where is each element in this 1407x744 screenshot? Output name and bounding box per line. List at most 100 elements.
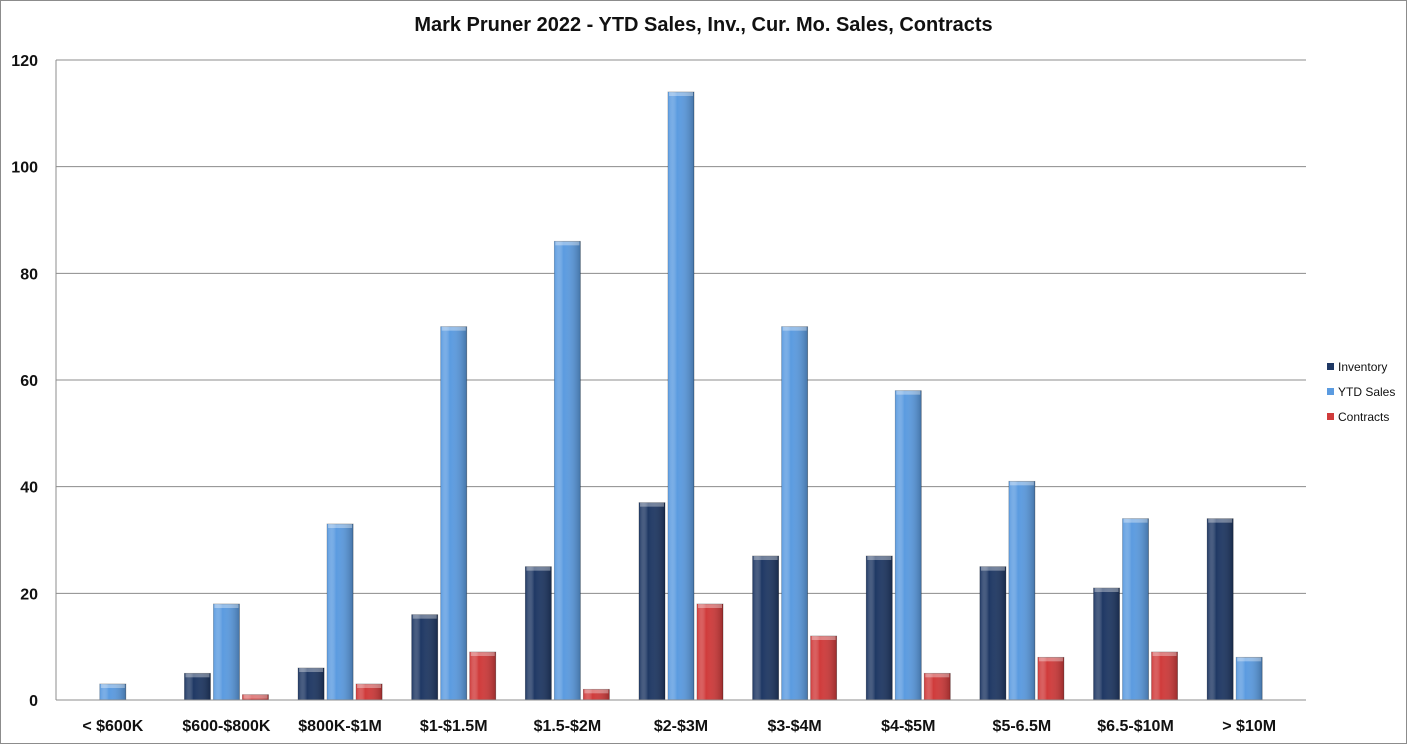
- category-group-10m: [1206, 518, 1263, 701]
- legend-label: YTD Sales: [1338, 385, 1395, 399]
- bar-contracts-cap: [357, 684, 382, 688]
- bar-inventory: [524, 566, 552, 701]
- bar-contracts: [810, 635, 838, 701]
- bar-inventory-shade: [525, 566, 552, 700]
- bar-contracts: [582, 688, 610, 701]
- bar-ytd-sales: [667, 91, 695, 701]
- bar-contracts-shade: [1151, 652, 1178, 700]
- bar-ytd-sales-shade: [1008, 481, 1035, 700]
- y-tick-label: 20: [20, 586, 38, 603]
- legend-label: Inventory: [1338, 360, 1387, 374]
- category-group-2-3m: [638, 91, 724, 701]
- category-group-6-5-10m: [1093, 518, 1178, 701]
- legend-swatch: [1327, 388, 1334, 395]
- bar-ytd-sales: [213, 603, 240, 701]
- y-tick-label: 80: [20, 266, 38, 283]
- x-tick-label: $1-$1.5M: [420, 718, 488, 735]
- y-tick-label: 40: [20, 480, 38, 497]
- bar-contracts: [696, 603, 724, 701]
- legend-item-inventory: Inventory: [1327, 360, 1387, 374]
- bar-inventory-shade: [979, 566, 1006, 700]
- bar-ytd-sales-cap: [441, 326, 466, 331]
- bar-ytd-sales-cap: [328, 524, 353, 528]
- bar-contracts-cap: [1152, 652, 1177, 656]
- x-axis: < $600K $600-$800K $800K-$1M $1-$1.5M $1.5-$…: [56, 699, 1306, 735]
- bar-ytd-sales-shade: [327, 524, 354, 700]
- x-tick-label: $600-$800K: [182, 718, 271, 735]
- bar-ytd-sales-shade: [554, 241, 581, 701]
- bar-inventory: [752, 555, 780, 701]
- bar-contracts-shade: [583, 689, 610, 700]
- bar-ytd-sales-shade: [1236, 657, 1263, 700]
- x-tick-label: < $600K: [82, 718, 143, 735]
- bar-ytd-sales-shade: [99, 684, 126, 700]
- bar-contracts-cap: [698, 604, 722, 608]
- y-tick-label: 100: [11, 160, 38, 177]
- bar-ytd-sales: [1008, 480, 1036, 701]
- chart-title: Mark Pruner 2022 - YTD Sales, Inv., Cur.…: [414, 14, 993, 36]
- bar-inventory-cap: [1094, 588, 1119, 592]
- bar-inventory-cap: [1208, 518, 1233, 523]
- category-group-3-4m: [752, 326, 838, 701]
- legend-label: Contracts: [1338, 410, 1389, 424]
- bar-ytd-sales: [553, 240, 581, 701]
- bar-contracts-shade: [697, 604, 723, 700]
- x-tick-label: $2-$3M: [654, 718, 708, 735]
- bar-inventory-shade: [298, 668, 325, 700]
- bar-inventory: [411, 614, 439, 701]
- bar-inventory-cap: [867, 556, 892, 560]
- bar-ytd-sales-cap: [896, 390, 921, 395]
- bar-inventory-shade: [752, 556, 779, 700]
- bar-inventory-cap: [753, 556, 778, 560]
- bar-contracts-shade: [469, 652, 496, 700]
- bar-inventory: [865, 555, 893, 701]
- category-group-1-5-2m: [524, 240, 610, 701]
- legend-item-contracts: Contracts: [1327, 410, 1389, 424]
- x-tick-label: > $10M: [1222, 718, 1276, 735]
- bar-ytd-sales: [326, 523, 354, 701]
- category-group-4-5m: [865, 390, 951, 701]
- bar-ytd-sales-cap: [214, 604, 239, 608]
- category-group-1-1-5m: [411, 326, 497, 701]
- bar-inventory-shade: [1093, 588, 1120, 700]
- bar-ytd-sales-cap: [100, 684, 125, 688]
- bar-inventory-shade: [866, 556, 893, 700]
- bar-contracts-cap: [1038, 657, 1063, 662]
- x-tick-label: $3-$4M: [768, 718, 822, 735]
- y-tick-label: 120: [11, 53, 38, 70]
- y-tick-label: 60: [20, 373, 38, 390]
- bar-inventory-shade: [411, 614, 438, 700]
- x-tick-label: $6.5-$10M: [1097, 718, 1174, 735]
- bar-ytd-sales-cap: [555, 241, 580, 246]
- bar-inventory-cap: [526, 566, 551, 571]
- y-axis: 0 20 40 60 80 100 120: [11, 53, 57, 710]
- bar-contracts-shade: [810, 636, 837, 700]
- bar-inventory-shade: [639, 502, 665, 700]
- bar-ytd-sales-shade: [440, 326, 467, 700]
- bar-ytd-sales-cap: [782, 326, 807, 331]
- x-tick-label: $5-6.5M: [993, 718, 1052, 735]
- bars: [99, 91, 1263, 701]
- category-group-5-6-5m: [979, 480, 1065, 701]
- bar-contracts-cap: [470, 652, 495, 656]
- x-tick-label: $800K-$1M: [298, 718, 382, 735]
- bar-contracts-shade: [1037, 657, 1064, 700]
- bar-inventory: [1206, 518, 1234, 701]
- bar-inventory-shade: [1207, 518, 1234, 700]
- bar-contracts-cap: [925, 673, 950, 678]
- legend-item-ytd-sales: YTD Sales: [1327, 385, 1395, 399]
- bar-contracts: [1037, 656, 1065, 701]
- bar-ytd-sales: [781, 326, 809, 701]
- bar-contracts-shade: [242, 694, 269, 700]
- bar-contracts: [923, 672, 951, 701]
- bar-ytd-sales-shade: [1122, 518, 1149, 700]
- category-group-600-800k: [184, 603, 269, 701]
- bar-ytd-sales-shade: [781, 326, 808, 700]
- bar-inventory-cap: [980, 566, 1005, 571]
- category-group-800k-1m: [297, 523, 383, 701]
- bar-inventory: [184, 672, 211, 701]
- y-tick-label: 0: [29, 693, 38, 710]
- bar-ytd-sales-shade: [895, 390, 922, 700]
- bar-ytd-sales: [894, 390, 922, 701]
